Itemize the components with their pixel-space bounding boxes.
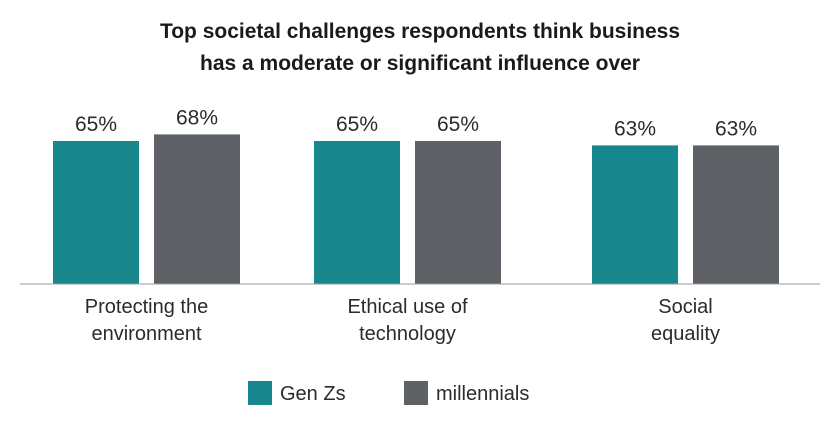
category-label-1-line-2: technology bbox=[359, 323, 456, 345]
data-label-millennials-0: 68% bbox=[176, 106, 218, 129]
chart-title: Top societal challenges respondents thin… bbox=[160, 20, 680, 75]
chart-title-line-1: Top societal challenges respondents thin… bbox=[160, 20, 680, 43]
chart-title-line-2: has a moderate or significant influence … bbox=[200, 52, 640, 75]
legend-label-millennials: millennials bbox=[436, 383, 529, 405]
category-label-0-line-1: Protecting the bbox=[85, 296, 208, 318]
legend-swatch-millennials bbox=[404, 381, 428, 405]
bar-series-group: 65% 68% 65% 65% 63% 63% bbox=[53, 106, 779, 284]
legend-label-genz: Gen Zs bbox=[280, 383, 346, 405]
category-label-0-line-2: environment bbox=[91, 323, 202, 345]
category-labels: Protecting the environment Ethical use of t… bbox=[85, 296, 720, 345]
data-label-genz-1: 65% bbox=[336, 113, 378, 136]
category-label-2-line-2: equality bbox=[651, 323, 720, 345]
bar-millennials-0 bbox=[154, 134, 240, 284]
data-label-genz-0: 65% bbox=[75, 113, 117, 136]
category-label-1-line-1: Ethical use of bbox=[347, 296, 468, 318]
legend: Gen Zs millennials bbox=[248, 381, 529, 405]
data-label-genz-2: 63% bbox=[614, 117, 656, 140]
bar-genz-2 bbox=[592, 145, 678, 284]
data-label-millennials-1: 65% bbox=[437, 113, 479, 136]
data-label-millennials-2: 63% bbox=[715, 117, 757, 140]
bar-genz-0 bbox=[53, 141, 139, 284]
bar-millennials-1 bbox=[415, 141, 501, 284]
bar-genz-1 bbox=[314, 141, 400, 284]
bar-millennials-2 bbox=[693, 145, 779, 284]
category-label-2-line-1: Social bbox=[658, 296, 712, 318]
legend-swatch-genz bbox=[248, 381, 272, 405]
